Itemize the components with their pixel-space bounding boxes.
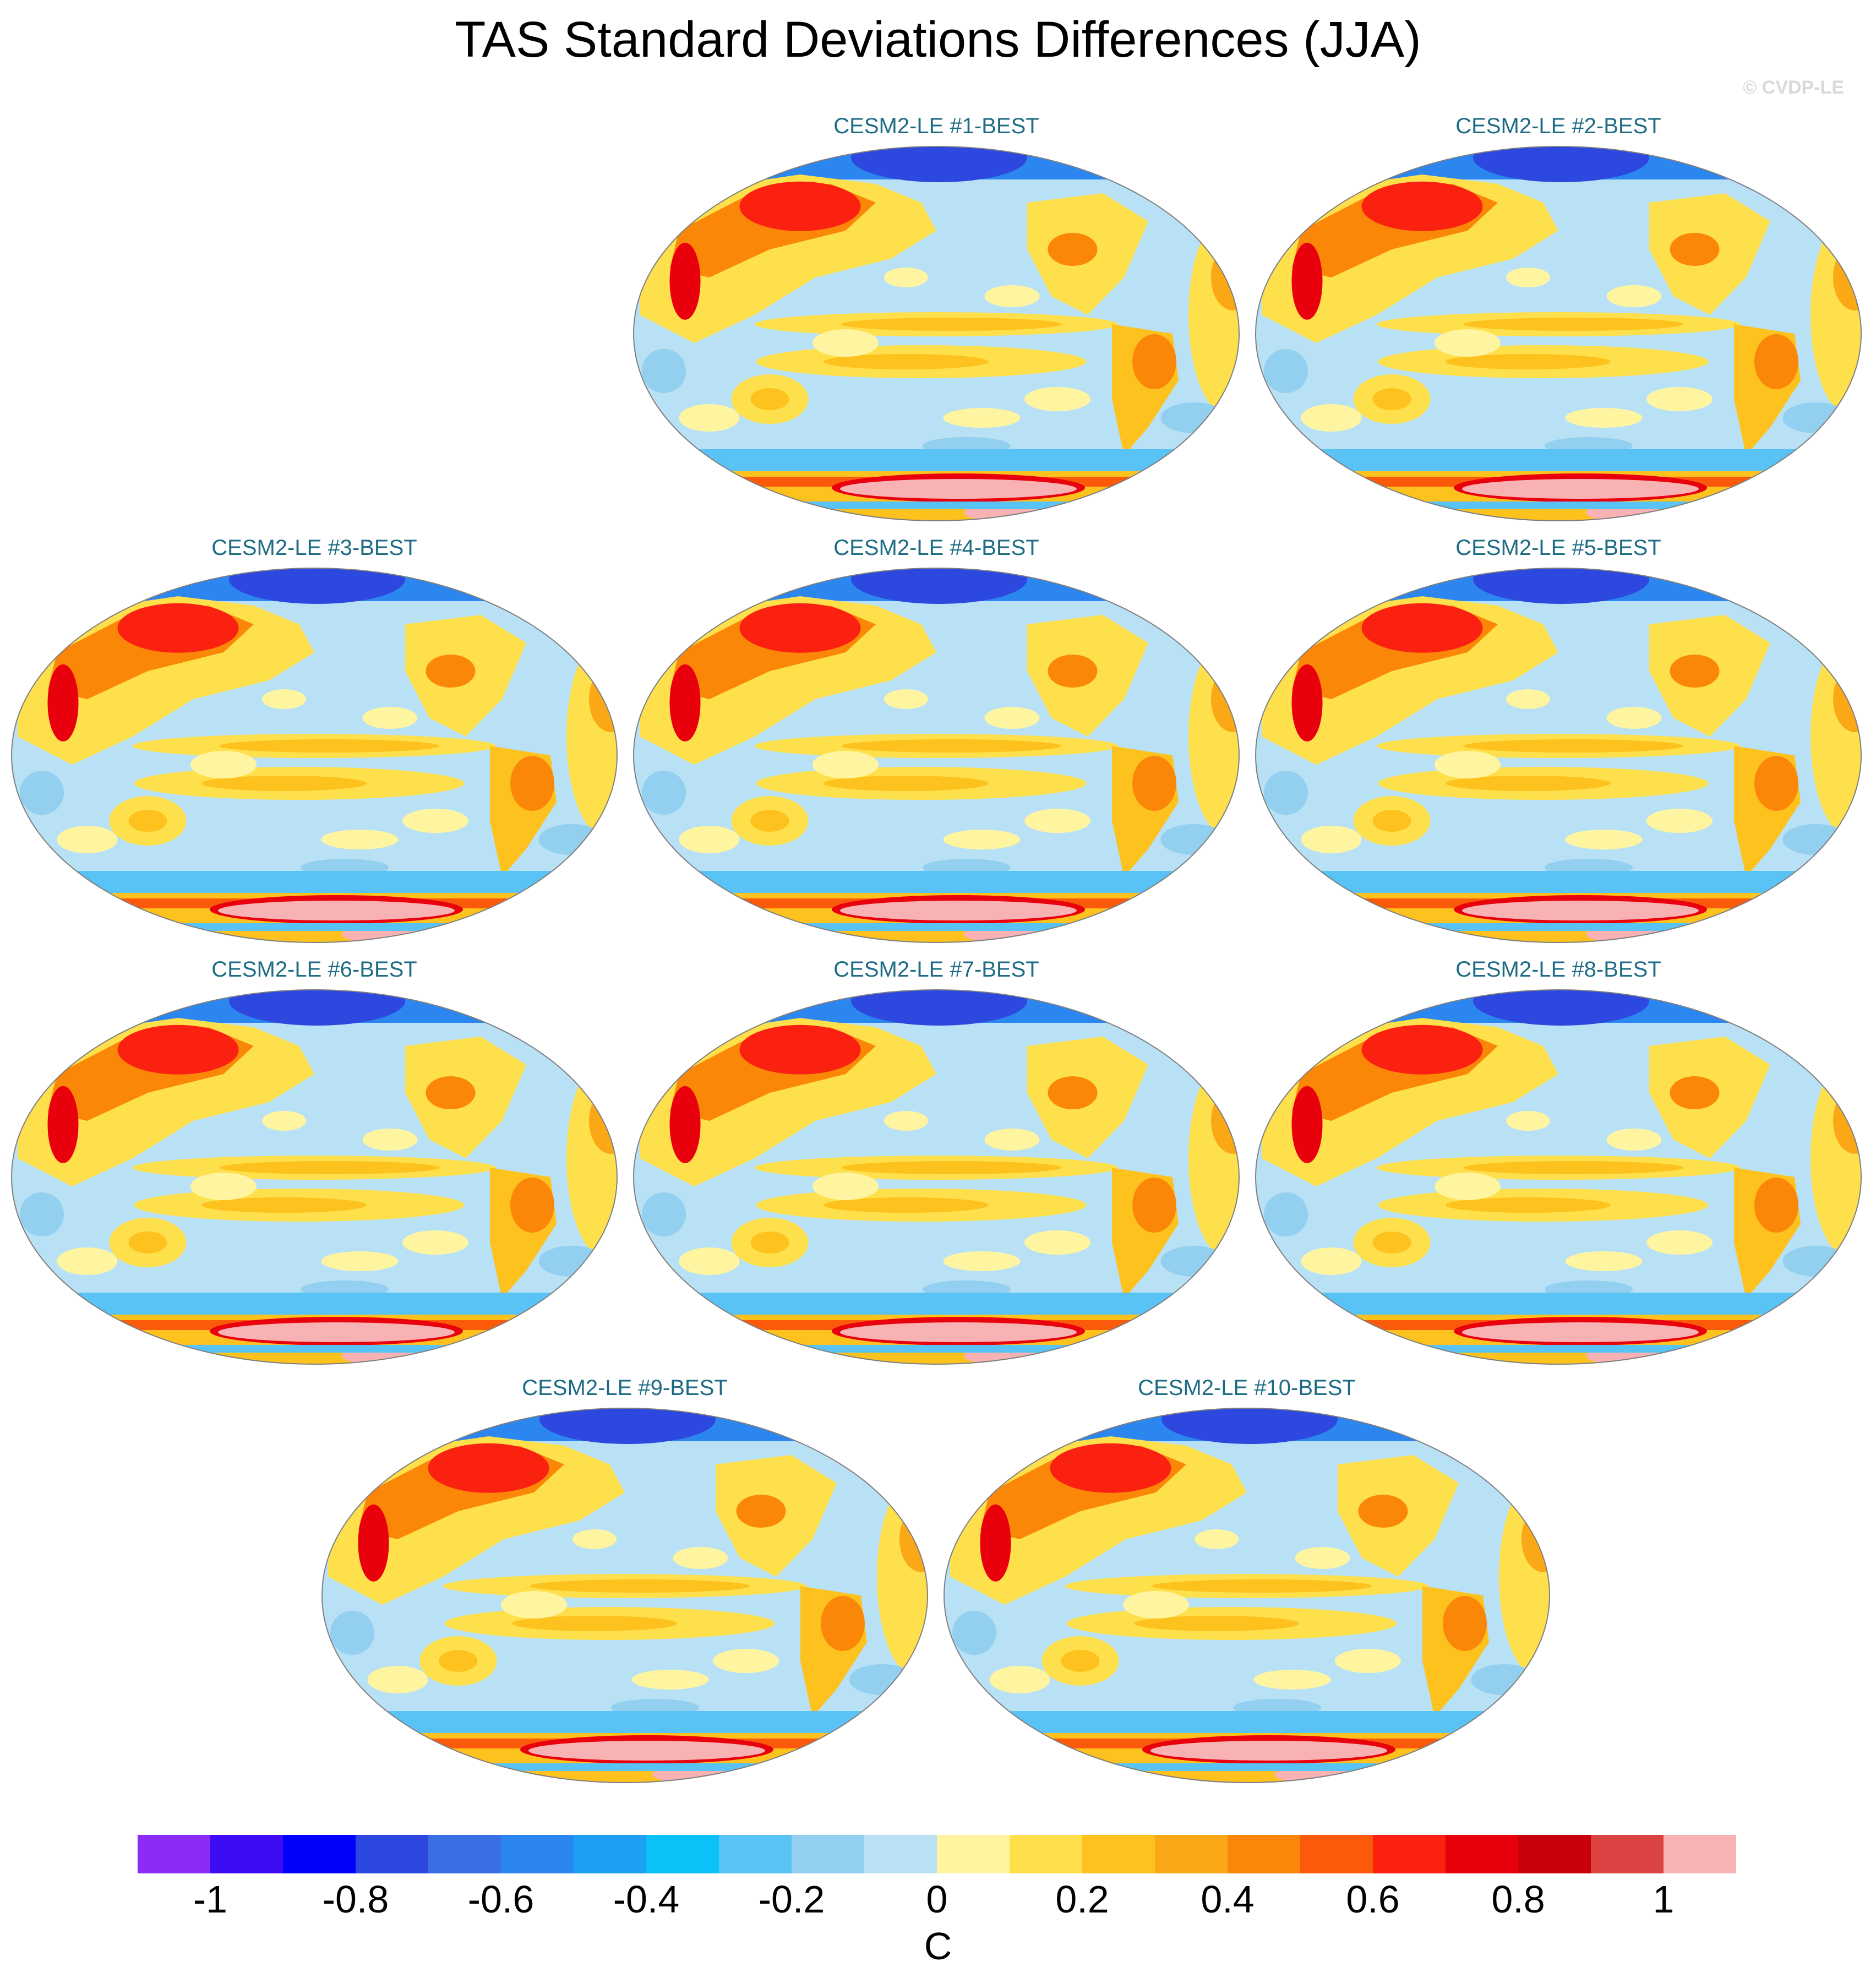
map-outline: [11, 568, 618, 943]
colorbar-swatch: [574, 1835, 647, 1873]
panel-title: CESM2-LE #7-BEST: [833, 957, 1039, 982]
panel-title: CESM2-LE #2-BEST: [1455, 114, 1661, 138]
map-outline: [633, 989, 1240, 1365]
panel-title: CESM2-LE #9-BEST: [522, 1376, 728, 1400]
map-plot-6: [11, 989, 618, 1365]
colorbar-swatch: [1591, 1835, 1664, 1873]
colorbar-tick-label: 0.2: [1055, 1878, 1109, 1921]
figure-title: TAS Standard Deviations Differences (JJA…: [455, 12, 1421, 68]
map-panel-10: CESM2-LE #10-BEST: [941, 1374, 1552, 1792]
colorbar-tick-label: 0.6: [1346, 1878, 1400, 1921]
colorbar-tick-label: -1: [193, 1878, 228, 1921]
map-outline: [1255, 568, 1862, 943]
map-outline: [11, 989, 618, 1365]
colorbar-swatch: [1155, 1835, 1228, 1873]
map-panel-3: CESM2-LE #3-BEST: [9, 534, 620, 952]
colorbar-swatch: [1082, 1835, 1155, 1873]
colorbar-tick-label: -0.6: [467, 1878, 535, 1921]
colorbar-swatch: [1300, 1835, 1373, 1873]
panel-title: CESM2-LE #3-BEST: [211, 536, 417, 560]
panel-title: CESM2-LE #5-BEST: [1455, 536, 1661, 560]
colorbar-units: C: [924, 1925, 952, 1968]
panel-title: CESM2-LE #1-BEST: [833, 114, 1039, 138]
colorbar-tick-label: -0.8: [322, 1878, 389, 1921]
map-panel-6: CESM2-LE #6-BEST: [9, 956, 620, 1374]
map-outline: [1255, 146, 1862, 521]
map-plot-3: [11, 568, 618, 943]
map-panel-5: CESM2-LE #5-BEST: [1253, 534, 1864, 952]
colorbar-tick-label: 0.4: [1201, 1878, 1255, 1921]
map-plot-10: [944, 1408, 1550, 1783]
colorbar-swatch: [1228, 1835, 1301, 1873]
panel-title: CESM2-LE #8-BEST: [1455, 957, 1661, 982]
colorbar-swatch: [937, 1835, 1010, 1873]
colorbar-swatch: [719, 1835, 792, 1873]
colorbar-swatch: [210, 1835, 283, 1873]
map-outline: [1255, 989, 1862, 1365]
colorbar-tick-labels: -1 -0.8 -0.6 -0.4 -0.2 0 0.2 0.4 0.6 0.8 1: [0, 1875, 1876, 1924]
map-panel-7: CESM2-LE #7-BEST: [631, 956, 1242, 1374]
colorbar-tick-label: -0.4: [613, 1878, 680, 1921]
map-panel-1: CESM2-LE #1-BEST: [631, 112, 1242, 531]
map-outline: [633, 146, 1240, 521]
colorbar-tick-label: 1: [1653, 1878, 1675, 1921]
map-plot-4: [633, 568, 1240, 943]
colorbar-swatch: [1446, 1835, 1519, 1873]
colorbar-swatch: [646, 1835, 719, 1873]
colorbar-tick-label: -0.2: [758, 1878, 825, 1921]
map-outline: [944, 1408, 1550, 1783]
map-panel-2: CESM2-LE #2-BEST: [1253, 112, 1864, 531]
colorbar-swatch: [1373, 1835, 1446, 1873]
map-plot-1: [633, 146, 1240, 521]
credit-watermark: © CVDP-LE: [1743, 77, 1844, 98]
colorbar-swatch: [356, 1835, 429, 1873]
map-panel-9: CESM2-LE #9-BEST: [319, 1374, 930, 1792]
map-plot-7: [633, 989, 1240, 1365]
map-plot-2: [1255, 146, 1862, 521]
colorbar-swatch: [428, 1835, 501, 1873]
panel-title: CESM2-LE #10-BEST: [1138, 1376, 1356, 1400]
panel-title: CESM2-LE #6-BEST: [211, 957, 417, 982]
colorbar-swatch: [501, 1835, 574, 1873]
map-panel-8: CESM2-LE #8-BEST: [1253, 956, 1864, 1374]
colorbar-swatch: [138, 1835, 211, 1873]
colorbar-swatch: [792, 1835, 865, 1873]
map-plot-8: [1255, 989, 1862, 1365]
colorbar-tick-label: 0: [926, 1878, 948, 1921]
map-panel-4: CESM2-LE #4-BEST: [631, 534, 1242, 952]
colorbar-swatch: [864, 1835, 937, 1873]
map-plot-5: [1255, 568, 1862, 943]
colorbar-tick-label: 0.8: [1491, 1878, 1545, 1921]
map-outline: [321, 1408, 928, 1783]
colorbar-swatch: [1010, 1835, 1083, 1873]
colorbar: [138, 1835, 1736, 1873]
colorbar-swatch: [1518, 1835, 1591, 1873]
colorbar-swatch: [1664, 1835, 1736, 1873]
colorbar-swatch: [283, 1835, 356, 1873]
panel-title: CESM2-LE #4-BEST: [833, 536, 1039, 560]
map-outline: [633, 568, 1240, 943]
map-plot-9: [321, 1408, 928, 1783]
